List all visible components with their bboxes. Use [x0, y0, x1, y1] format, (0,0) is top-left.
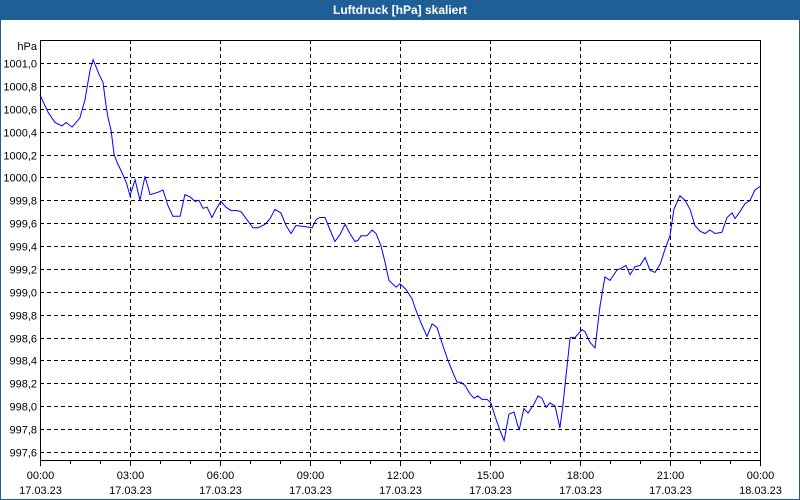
x-tick-date-label: 17.03.23: [649, 485, 692, 497]
x-tick-time-label: 03:00: [117, 470, 145, 482]
x-tick-time-label: 12:00: [387, 470, 415, 482]
y-tick-label: 998,2: [9, 379, 37, 391]
x-tick-time-label: 00:00: [747, 470, 775, 482]
y-tick-label: 1000,0: [3, 173, 37, 185]
y-tick-label: 1000,8: [3, 82, 37, 94]
y-tick-label: 999,4: [9, 242, 37, 254]
x-tick-date-label: 18.03.23: [739, 485, 782, 497]
x-tick-date-label: 17.03.23: [199, 485, 242, 497]
y-tick-label: 998,0: [9, 402, 37, 414]
y-axis-label: hPa: [17, 41, 37, 53]
y-tick-label: 1000,4: [3, 128, 37, 140]
y-tick-label: 1001,0: [3, 59, 37, 71]
y-tick-label: 999,6: [9, 219, 37, 231]
x-tick-time-label: 06:00: [207, 470, 235, 482]
x-tick-time-label: 18:00: [567, 470, 595, 482]
x-tick-date-label: 17.03.23: [379, 485, 422, 497]
chart-title: Luftdruck [hPa] skaliert: [0, 0, 800, 20]
y-tick-label: 1000,2: [3, 151, 37, 163]
x-tick-date-label: 17.03.23: [559, 485, 602, 497]
y-tick-label: 997,6: [9, 448, 37, 460]
x-tick-time-label: 21:00: [657, 470, 685, 482]
y-tick-label: 999,8: [9, 196, 37, 208]
y-tick-label: 997,8: [9, 425, 37, 437]
x-tick-time-label: 00:00: [27, 470, 55, 482]
y-tick-label: 998,8: [9, 311, 37, 323]
y-tick-label: 999,0: [9, 288, 37, 300]
y-tick-label: 998,6: [9, 334, 37, 346]
x-tick-date-label: 17.03.23: [109, 485, 152, 497]
x-tick-date-label: 17.03.23: [19, 485, 62, 497]
y-tick-label: 999,2: [9, 265, 37, 277]
x-tick-time-label: 09:00: [297, 470, 325, 482]
y-tick-label: 1000,6: [3, 105, 37, 117]
series-line-luftdruck: [39, 58, 761, 443]
x-tick-date-label: 17.03.23: [289, 485, 332, 497]
x-tick-time-label: 15:00: [477, 470, 505, 482]
y-tick-label: 998,4: [9, 356, 37, 368]
x-tick-date-label: 17.03.23: [469, 485, 512, 497]
